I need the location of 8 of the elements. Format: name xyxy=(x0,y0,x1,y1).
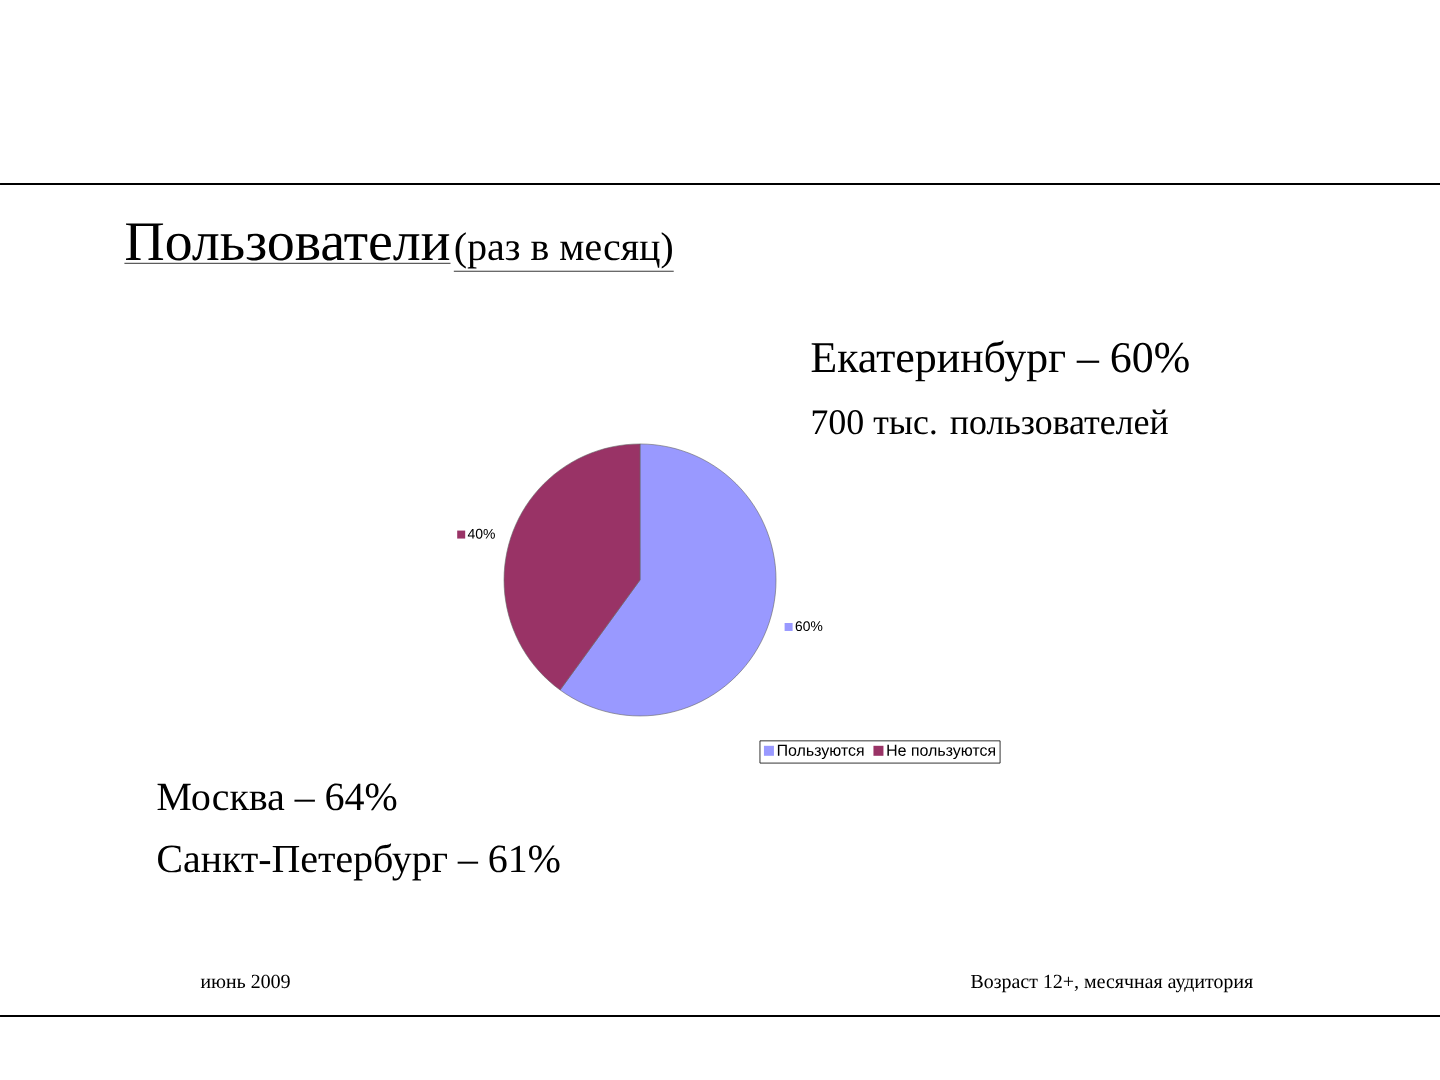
text: Возраст 12+, месячная аудитория xyxy=(970,974,1253,993)
chart-subtitle: (раз в месяц) xyxy=(455,232,672,269)
text: июнь 2009 xyxy=(200,974,290,989)
text: Санкт-Петербург – 61% xyxy=(158,843,560,881)
text: 700 тыс. пользователей xyxy=(812,409,1168,435)
text: Екатеринбург – 60% xyxy=(811,340,1189,382)
chart-title: Пользователи xyxy=(126,223,450,261)
text: Москва – 64% xyxy=(157,783,397,811)
